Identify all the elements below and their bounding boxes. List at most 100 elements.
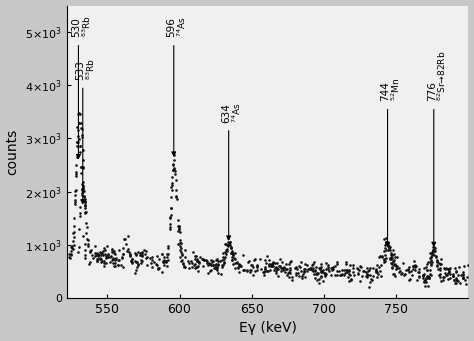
Point [174,241,182,247]
Point [309,269,316,274]
Point [324,265,332,270]
Point [415,274,423,280]
Point [119,251,127,256]
Point [319,279,327,284]
Point [254,262,261,268]
Point [365,268,372,273]
Point [333,261,341,267]
Point [176,229,183,235]
Point [111,257,118,263]
Point [399,270,406,276]
Point [437,271,444,276]
Point [212,262,219,267]
Point [78,190,85,196]
Point [80,189,88,194]
Point [75,120,82,126]
Point [107,259,114,264]
Point [114,262,122,267]
Point [375,254,383,260]
Point [271,267,278,272]
Point [80,194,88,199]
Point [169,167,177,173]
Point [436,266,444,271]
Point [431,248,439,254]
Point [79,186,87,192]
Text: 776: 776 [427,81,437,101]
Point [80,233,87,239]
Point [172,177,180,183]
Point [292,264,300,269]
Point [178,253,186,258]
Point [143,262,150,267]
Point [75,136,83,142]
Point [67,248,74,253]
Point [92,253,100,258]
Point [209,263,217,268]
Point [285,275,293,280]
Point [372,269,380,275]
Point [207,268,215,273]
Point [336,272,343,278]
Point [366,272,374,278]
Point [442,272,449,277]
Point [346,272,354,278]
Point [134,249,142,254]
Point [359,269,367,274]
Point [191,253,199,258]
Point [179,261,187,266]
Point [445,268,453,274]
Point [311,268,319,273]
Point [133,259,140,264]
Point [317,269,325,274]
Point [441,270,448,276]
Point [68,243,75,249]
Point [94,254,101,259]
Point [325,269,332,274]
Point [72,188,79,193]
Point [314,271,322,276]
Point [262,266,269,271]
Point [164,251,172,257]
Point [146,255,154,261]
Point [213,267,221,273]
Point [172,187,180,192]
Point [445,267,452,272]
Point [453,278,460,283]
Point [82,203,89,208]
Point [86,261,93,267]
Point [202,257,210,262]
Point [162,258,169,263]
Point [247,263,255,268]
Point [349,262,357,267]
Point [274,273,282,278]
Point [432,254,439,260]
Point [266,268,273,273]
Point [272,268,280,274]
Point [355,266,362,271]
Point [72,197,79,203]
Point [349,269,356,275]
Point [175,223,183,229]
Point [71,199,79,204]
Point [363,274,371,279]
Point [91,243,99,248]
Point [230,252,237,257]
Point [457,273,465,278]
Point [78,134,85,139]
Point [154,266,162,271]
Point [410,258,418,263]
Point [345,271,353,277]
Point [427,257,435,262]
Point [118,255,126,261]
Point [74,127,82,132]
Point [273,266,281,272]
Point [212,264,219,270]
Point [428,259,436,264]
Point [246,268,254,273]
Point [177,254,184,260]
Point [411,263,419,268]
Point [420,278,428,284]
Text: $^{83}$Rb: $^{83}$Rb [80,16,92,38]
Point [98,259,106,264]
Point [250,258,258,263]
